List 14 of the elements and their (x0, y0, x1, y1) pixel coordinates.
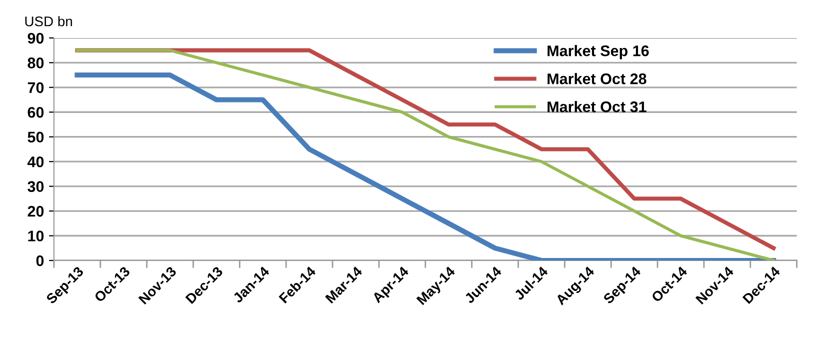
y-tick-label: 30 (28, 181, 44, 192)
y-axis-title: USD bn (25, 16, 72, 26)
y-tick-label: 40 (27, 156, 44, 168)
y-tick-label: 10 (28, 230, 44, 242)
y-tick-label: 90 (28, 32, 44, 44)
legend-label: Market Oct 31 (548, 101, 646, 112)
y-tick-label: 0 (36, 255, 44, 266)
y-tick-label: 70 (28, 82, 44, 94)
legend-label: Market Oct 28 (548, 73, 646, 84)
y-tick-label: 60 (28, 106, 44, 118)
y-tick-label: 50 (28, 132, 44, 143)
y-tick-label: 20 (28, 206, 44, 217)
legend-label: Market Sep 16 (548, 45, 649, 60)
y-tick-label: 80 (28, 58, 44, 68)
